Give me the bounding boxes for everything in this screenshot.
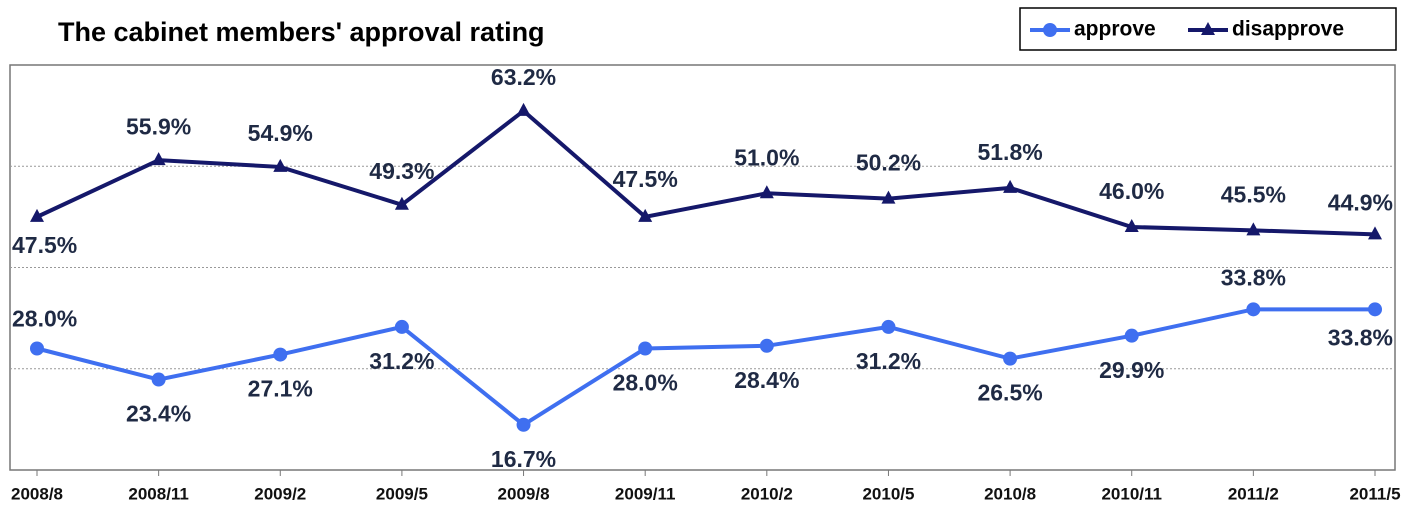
data-label: 31.2% xyxy=(369,348,434,374)
data-label: 29.9% xyxy=(1099,357,1164,383)
marker xyxy=(881,190,896,204)
marker xyxy=(638,208,653,222)
marker xyxy=(273,347,288,362)
marker xyxy=(516,102,531,116)
x-tick-label: 2009/2 xyxy=(254,484,306,503)
marker xyxy=(759,338,774,353)
data-label: 28.0% xyxy=(613,370,678,396)
marker xyxy=(759,185,774,199)
legend-label: approve xyxy=(1074,18,1156,41)
data-label: 26.5% xyxy=(977,380,1042,406)
data-label: 31.2% xyxy=(856,348,921,374)
data-label: 28.4% xyxy=(734,367,799,393)
legend-marker xyxy=(1043,23,1057,37)
data-label: 47.5% xyxy=(12,232,77,258)
marker xyxy=(1003,179,1018,193)
data-label: 46.0% xyxy=(1099,178,1164,204)
data-label: 49.3% xyxy=(369,158,434,184)
x-tick-label: 2010/5 xyxy=(862,484,914,503)
marker xyxy=(1124,219,1139,232)
marker xyxy=(1368,226,1382,240)
data-label: 50.2% xyxy=(856,150,921,176)
marker xyxy=(394,319,409,334)
data-label: 27.1% xyxy=(248,376,313,402)
data-label: 51.8% xyxy=(977,139,1042,165)
x-tick-label: 2009/11 xyxy=(615,484,676,503)
marker xyxy=(1368,302,1382,317)
x-tick-label: 2010/8 xyxy=(984,484,1036,503)
marker xyxy=(1246,222,1261,236)
x-tick-label: 2008/11 xyxy=(128,484,189,503)
data-label: 45.5% xyxy=(1221,181,1286,207)
x-tick-label: 2009/5 xyxy=(376,484,428,503)
marker xyxy=(1124,328,1139,343)
data-label: 33.8% xyxy=(1221,264,1286,290)
marker xyxy=(273,158,288,172)
marker xyxy=(30,341,44,356)
marker xyxy=(1246,302,1261,317)
data-label: 54.9% xyxy=(248,120,313,146)
x-tick-label: 2010/11 xyxy=(1101,484,1162,503)
marker xyxy=(1003,351,1018,366)
data-label: 16.7% xyxy=(491,446,556,472)
legend-marker xyxy=(1201,22,1215,35)
x-tick-label: 2011/5 xyxy=(1349,484,1400,503)
marker xyxy=(30,208,44,222)
x-tick-label: 2008/8 xyxy=(11,484,63,503)
marker xyxy=(638,341,653,356)
series-line xyxy=(36,307,1375,428)
chart-title: The cabinet members' approval rating xyxy=(58,17,545,47)
marker xyxy=(151,372,166,387)
data-label: 47.5% xyxy=(613,166,678,192)
x-tick-label: 2009/8 xyxy=(498,484,550,503)
data-label: 33.8% xyxy=(1328,324,1393,350)
marker xyxy=(151,152,166,166)
data-label: 44.9% xyxy=(1328,190,1393,216)
x-tick-label: 2010/2 xyxy=(741,484,793,503)
data-label: 51.0% xyxy=(734,144,799,170)
marker xyxy=(881,319,896,334)
x-tick-label: 2011/2 xyxy=(1228,484,1279,503)
marker xyxy=(516,417,531,432)
legend-label: disapprove xyxy=(1232,18,1344,41)
data-label: 63.2% xyxy=(491,64,556,90)
data-label: 55.9% xyxy=(126,113,191,139)
series-line xyxy=(36,108,1376,237)
data-label: 28.0% xyxy=(12,306,77,332)
data-label: 23.4% xyxy=(126,401,191,427)
marker xyxy=(394,196,409,210)
